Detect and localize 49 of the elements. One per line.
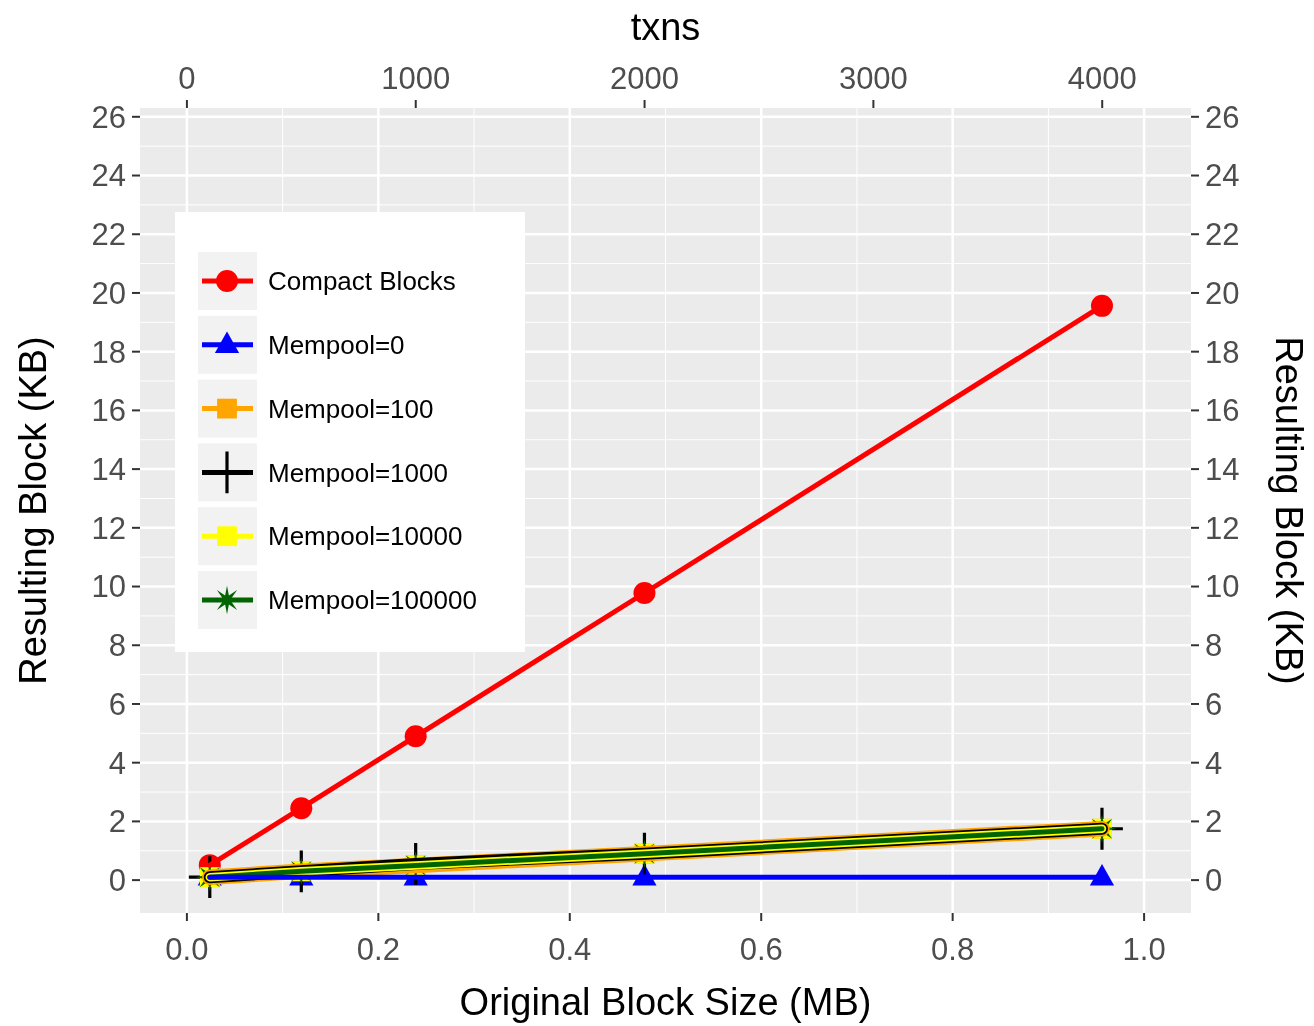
y2-tick-label: 6 — [1205, 686, 1223, 722]
legend-label: Mempool=100000 — [268, 585, 477, 616]
y-tick-label: 8 — [108, 628, 126, 664]
y-tick-label: 18 — [91, 334, 126, 370]
y2-tick-label: 24 — [1205, 158, 1240, 194]
x2-tick-label: 1000 — [381, 61, 451, 96]
y-tick-label: 20 — [91, 275, 126, 311]
y2-tick-label: 4 — [1205, 745, 1223, 781]
legend-label: Mempool=100 — [268, 393, 434, 424]
legend-label: Compact Blocks — [268, 266, 456, 297]
x2-tick-label: 4000 — [1067, 61, 1137, 96]
y-tick-label: 10 — [91, 569, 126, 605]
y-tick-label: 2 — [108, 804, 126, 840]
legend-label: Mempool=10000 — [268, 521, 463, 552]
x-axis-title: Original Block Size (MB) — [459, 981, 872, 1023]
x2-axis-title: txns — [630, 6, 701, 48]
y2-tick-label: 26 — [1205, 99, 1240, 135]
y2-axis-title: Resulting Block (KB) — [1268, 336, 1310, 685]
y2-tick-label: 12 — [1205, 510, 1240, 546]
x-tick-label: 1.0 — [1122, 932, 1166, 967]
y2-tick-label: 16 — [1205, 393, 1240, 429]
y2-tick-label: 18 — [1205, 334, 1240, 370]
y-tick-label: 12 — [91, 510, 126, 546]
y2-tick-label: 22 — [1205, 217, 1240, 253]
x-tick-label: 0.0 — [165, 932, 209, 967]
y2-tick-label: 0 — [1205, 862, 1223, 898]
x-tick-label: 0.8 — [931, 932, 975, 967]
y-tick-label: 16 — [91, 393, 126, 429]
x-tick-label: 0.6 — [739, 932, 783, 967]
y2-tick-label: 2 — [1205, 804, 1223, 840]
x-tick-label: 0.2 — [356, 932, 400, 967]
x2-tick-label: 2000 — [610, 61, 680, 96]
y-tick-label: 4 — [108, 745, 126, 781]
y2-tick-label: 8 — [1205, 628, 1223, 664]
legend-label: Mempool=0 — [268, 329, 405, 360]
y-axis-title: Resulting Block (KB) — [12, 336, 54, 685]
x2-tick-label: 0 — [178, 61, 196, 96]
y-tick-label: 14 — [91, 451, 126, 487]
y2-tick-label: 20 — [1205, 275, 1240, 311]
y-tick-label: 0 — [108, 862, 126, 898]
x2-tick-label: 3000 — [838, 61, 908, 96]
y-tick-label: 22 — [91, 217, 126, 253]
x-tick-label: 0.4 — [548, 932, 592, 967]
y-tick-label: 24 — [91, 158, 126, 194]
legend-label: Mempool=1000 — [268, 457, 448, 488]
y2-tick-label: 10 — [1205, 569, 1240, 605]
y2-tick-label: 14 — [1205, 451, 1240, 487]
y-tick-label: 26 — [91, 99, 126, 135]
y-tick-label: 6 — [108, 686, 126, 722]
